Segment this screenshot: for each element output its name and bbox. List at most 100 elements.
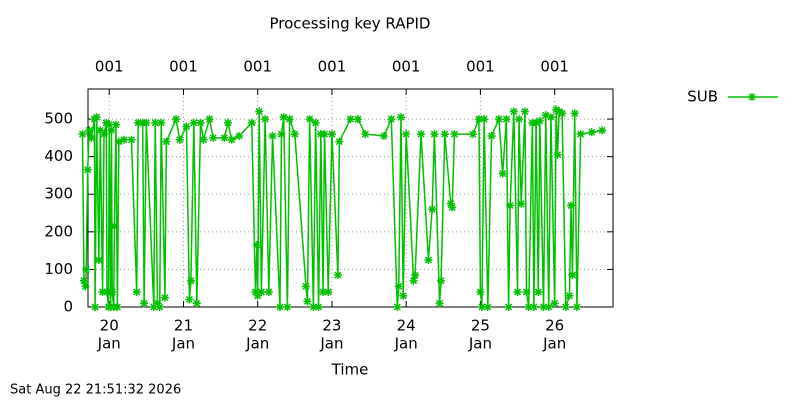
- point: [335, 137, 344, 146]
- point: [78, 130, 87, 139]
- point: [494, 115, 503, 124]
- point: [91, 303, 100, 311]
- point: [517, 199, 526, 208]
- point: [252, 240, 261, 249]
- point: [480, 115, 489, 124]
- point: [424, 256, 433, 265]
- point: [309, 303, 318, 311]
- point: [504, 303, 513, 311]
- point: [257, 287, 266, 296]
- point: [196, 118, 205, 127]
- point: [498, 169, 507, 178]
- y-tick-label: 400: [44, 147, 73, 165]
- point: [155, 303, 164, 311]
- point: [333, 271, 342, 280]
- point: [120, 135, 129, 144]
- point: [268, 131, 277, 140]
- point: [235, 131, 244, 140]
- point: [506, 201, 515, 210]
- point: [251, 287, 260, 296]
- footer: Sat Aug 22 21:51:32 2026: [10, 383, 181, 398]
- point: [134, 118, 143, 127]
- point: [555, 107, 564, 116]
- point: [192, 299, 201, 308]
- point: [435, 299, 444, 308]
- point: [189, 118, 198, 127]
- point: [411, 271, 420, 280]
- point: [396, 113, 405, 122]
- point: [552, 105, 561, 114]
- point: [539, 303, 548, 311]
- point: [430, 130, 439, 139]
- point: [87, 133, 96, 142]
- point: [283, 303, 292, 311]
- x2-tick-label: 001: [318, 58, 347, 76]
- point: [477, 303, 486, 311]
- legend-label: SUB: [687, 88, 718, 106]
- x-tick-sublabel: Jan: [319, 335, 343, 353]
- point: [186, 276, 195, 285]
- point: [132, 287, 141, 296]
- x2-tick-label: 001: [243, 58, 272, 76]
- point: [502, 115, 511, 124]
- point: [520, 107, 529, 116]
- point: [100, 130, 109, 139]
- x-tick-label: 21: [174, 317, 193, 335]
- y-tick-label: 300: [44, 185, 73, 203]
- point: [587, 128, 596, 137]
- point: [529, 303, 538, 311]
- point: [561, 303, 570, 311]
- point: [319, 287, 328, 296]
- x-tick-sublabel: Jan: [171, 335, 195, 353]
- point: [205, 115, 214, 124]
- x-tick-label: 23: [322, 317, 341, 335]
- x-tick-sublabel: Jan: [394, 335, 418, 353]
- point: [149, 303, 158, 311]
- point: [327, 130, 336, 139]
- point: [105, 120, 114, 129]
- point: [98, 287, 107, 296]
- point: [102, 118, 111, 127]
- point: [568, 271, 577, 280]
- y-tick-label: 100: [44, 260, 73, 278]
- y-tick-label: 500: [44, 110, 73, 128]
- point: [509, 107, 518, 116]
- point: [353, 115, 362, 124]
- point: [199, 135, 208, 144]
- chart-title: Processing key RAPID: [270, 15, 431, 33]
- point: [544, 303, 553, 311]
- point: [513, 287, 522, 296]
- point: [160, 293, 169, 302]
- point: [440, 130, 449, 139]
- point: [224, 118, 233, 127]
- point: [247, 118, 256, 127]
- point: [320, 130, 329, 139]
- point: [361, 130, 370, 139]
- point: [446, 199, 455, 208]
- y-tick-label: 200: [44, 222, 73, 240]
- point: [379, 131, 388, 140]
- point: [162, 137, 171, 146]
- point: [264, 287, 273, 296]
- point: [532, 118, 541, 127]
- point: [172, 115, 181, 124]
- x-tick-sublabel: Jan: [542, 335, 566, 353]
- point: [290, 130, 299, 139]
- point: [324, 287, 333, 296]
- point: [127, 135, 136, 144]
- legend-marker: [748, 93, 756, 101]
- point: [541, 111, 550, 120]
- point: [301, 282, 310, 291]
- x-tick-sublabel: Jan: [245, 335, 269, 353]
- point: [275, 303, 284, 311]
- point: [535, 116, 544, 125]
- point: [483, 303, 492, 311]
- point: [417, 130, 426, 139]
- point: [387, 115, 396, 124]
- point: [82, 265, 91, 274]
- point: [255, 107, 264, 116]
- point: [572, 303, 581, 311]
- point: [437, 276, 446, 285]
- point: [253, 291, 262, 300]
- point: [524, 303, 533, 311]
